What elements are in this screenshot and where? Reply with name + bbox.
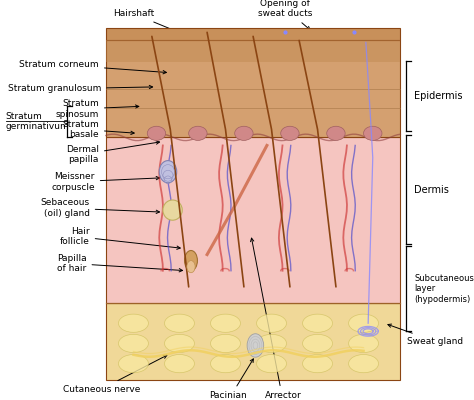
Polygon shape xyxy=(106,40,401,62)
Ellipse shape xyxy=(147,126,166,140)
Ellipse shape xyxy=(348,354,379,373)
Polygon shape xyxy=(106,137,401,303)
Ellipse shape xyxy=(302,314,332,332)
Text: Opening of
sweat ducts: Opening of sweat ducts xyxy=(258,0,312,30)
Text: Arrector
pili muscle: Arrector pili muscle xyxy=(251,238,308,400)
Text: Hair
follicle: Hair follicle xyxy=(60,227,180,249)
Text: Papilla
of hair: Papilla of hair xyxy=(57,254,182,273)
Ellipse shape xyxy=(118,354,148,373)
Text: Stratum
germinativum: Stratum germinativum xyxy=(6,112,69,131)
Ellipse shape xyxy=(159,161,177,183)
Ellipse shape xyxy=(235,126,253,140)
Ellipse shape xyxy=(348,334,379,352)
Text: Stratum granulosum: Stratum granulosum xyxy=(8,84,153,93)
Ellipse shape xyxy=(256,334,286,352)
Text: Dermis: Dermis xyxy=(414,185,449,195)
Text: Sebaceous
(oil) gland: Sebaceous (oil) gland xyxy=(41,198,160,218)
Ellipse shape xyxy=(210,354,240,373)
Text: Cutaneous nerve: Cutaneous nerve xyxy=(63,355,167,394)
Ellipse shape xyxy=(302,354,332,373)
Ellipse shape xyxy=(164,314,194,332)
Ellipse shape xyxy=(118,314,148,332)
Polygon shape xyxy=(106,28,401,40)
Ellipse shape xyxy=(256,314,286,332)
Ellipse shape xyxy=(364,126,382,140)
Ellipse shape xyxy=(256,354,286,373)
Ellipse shape xyxy=(210,314,240,332)
Ellipse shape xyxy=(164,334,194,352)
Text: Stratum corneum: Stratum corneum xyxy=(19,60,166,74)
Ellipse shape xyxy=(281,126,299,140)
Ellipse shape xyxy=(327,126,345,140)
Ellipse shape xyxy=(189,126,207,140)
Ellipse shape xyxy=(302,334,332,352)
Polygon shape xyxy=(106,40,401,137)
Text: Meissner
corpuscle: Meissner corpuscle xyxy=(51,172,160,192)
Ellipse shape xyxy=(118,334,148,352)
Ellipse shape xyxy=(164,354,194,373)
Ellipse shape xyxy=(210,334,240,352)
Text: Hairshaft: Hairshaft xyxy=(113,9,185,35)
Polygon shape xyxy=(106,303,401,380)
Text: Stratum
basale: Stratum basale xyxy=(62,120,134,139)
Text: Sweat gland: Sweat gland xyxy=(388,324,464,346)
Ellipse shape xyxy=(187,261,195,273)
Text: Subcutaneous
layer
(hypodermis): Subcutaneous layer (hypodermis) xyxy=(414,274,474,304)
Text: Dermal
papilla: Dermal papilla xyxy=(66,141,160,164)
Ellipse shape xyxy=(348,314,379,332)
Ellipse shape xyxy=(184,250,198,271)
Ellipse shape xyxy=(247,334,264,357)
Text: Pacinian
corpuscle: Pacinian corpuscle xyxy=(206,359,254,400)
Text: Epidermis: Epidermis xyxy=(414,91,463,101)
Text: Stratum
spinosum: Stratum spinosum xyxy=(55,99,139,119)
Ellipse shape xyxy=(163,200,182,220)
